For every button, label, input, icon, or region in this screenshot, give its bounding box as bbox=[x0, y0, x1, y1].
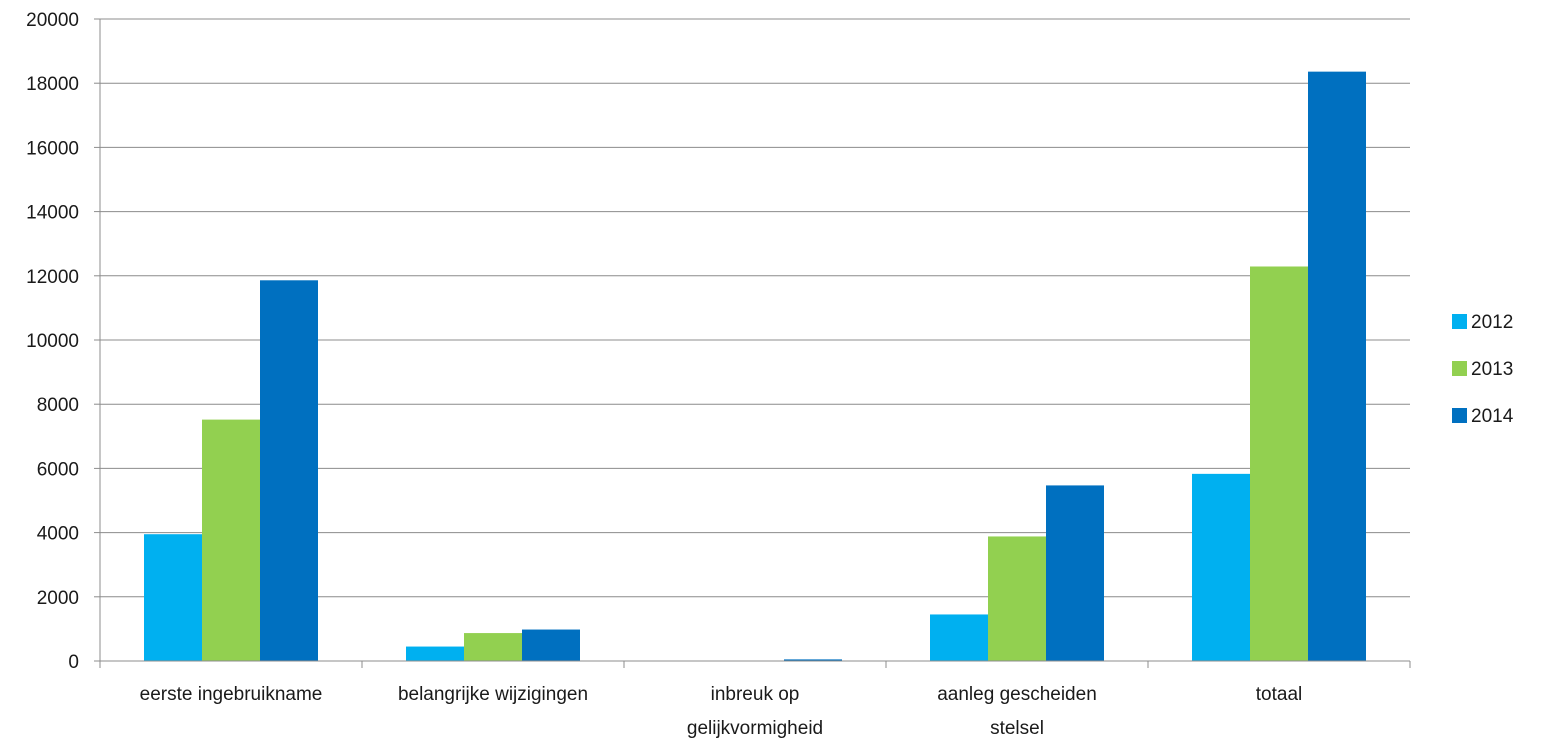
x-category-label: belangrijke wijzigingen bbox=[398, 684, 588, 705]
x-category-label-line: stelsel bbox=[990, 718, 1044, 739]
y-tick-label: 18000 bbox=[26, 74, 79, 95]
bar-2012-0 bbox=[144, 534, 202, 661]
x-category-label-line: aanleg gescheiden bbox=[937, 684, 1097, 705]
bar-2014-3 bbox=[1046, 485, 1104, 661]
y-tick-label: 10000 bbox=[26, 331, 79, 352]
bar-2013-0 bbox=[202, 419, 260, 661]
y-tick-label: 0 bbox=[68, 652, 79, 673]
legend-label-2014: 2014 bbox=[1471, 406, 1514, 427]
legend-swatch-2013 bbox=[1452, 361, 1467, 376]
bar-2014-2 bbox=[784, 659, 842, 661]
y-axis-tick-labels: 0 2000 4000 6000 8000 10000 12000 14000 16000 180… bbox=[26, 10, 79, 673]
legend-swatch-2014 bbox=[1452, 408, 1467, 423]
y-tick-label: 16000 bbox=[26, 138, 79, 159]
x-category-label-line: belangrijke wijzigingen bbox=[398, 684, 588, 705]
y-tick-label: 2000 bbox=[37, 588, 79, 609]
gridlines bbox=[100, 18, 1410, 598]
y-tick-label: 20000 bbox=[26, 10, 79, 31]
bars bbox=[144, 71, 1366, 662]
x-category-label: inbreuk op gelijkvormigheid bbox=[687, 684, 823, 739]
bar-2012-1 bbox=[406, 646, 464, 661]
x-category-label-line: totaal bbox=[1256, 684, 1302, 705]
legend-label-2012: 2012 bbox=[1471, 312, 1513, 333]
bar-2013-3 bbox=[988, 536, 1046, 661]
bar-2014-1 bbox=[522, 629, 580, 661]
x-axis-category-labels: eerste ingebruikname belangrijke wijzigin… bbox=[140, 684, 1303, 739]
x-category-label-line: eerste ingebruikname bbox=[140, 684, 323, 705]
x-category-label-line: inbreuk op bbox=[711, 684, 800, 705]
legend: 2012 2013 2014 bbox=[1452, 312, 1514, 427]
x-category-label: totaal bbox=[1256, 684, 1302, 705]
bar-2013-4 bbox=[1250, 266, 1308, 661]
legend-swatch-2012 bbox=[1452, 314, 1467, 329]
bar-2013-1 bbox=[464, 633, 522, 661]
bar-2014-0 bbox=[260, 280, 318, 661]
bar-2012-3 bbox=[930, 614, 988, 661]
x-category-label: aanleg gescheiden stelsel bbox=[937, 684, 1097, 739]
y-tick-label: 12000 bbox=[26, 267, 79, 288]
y-tick-label: 6000 bbox=[37, 459, 79, 480]
x-category-label-line: gelijkvormigheid bbox=[687, 718, 823, 739]
bar-2014-4 bbox=[1308, 71, 1366, 662]
legend-label-2013: 2013 bbox=[1471, 359, 1513, 380]
y-tick-label: 8000 bbox=[37, 395, 79, 416]
x-category-label: eerste ingebruikname bbox=[140, 684, 323, 705]
y-tick-label: 14000 bbox=[26, 203, 79, 224]
axes bbox=[94, 18, 1411, 668]
y-tick-label: 4000 bbox=[37, 524, 79, 545]
bar-2012-4 bbox=[1192, 473, 1250, 661]
